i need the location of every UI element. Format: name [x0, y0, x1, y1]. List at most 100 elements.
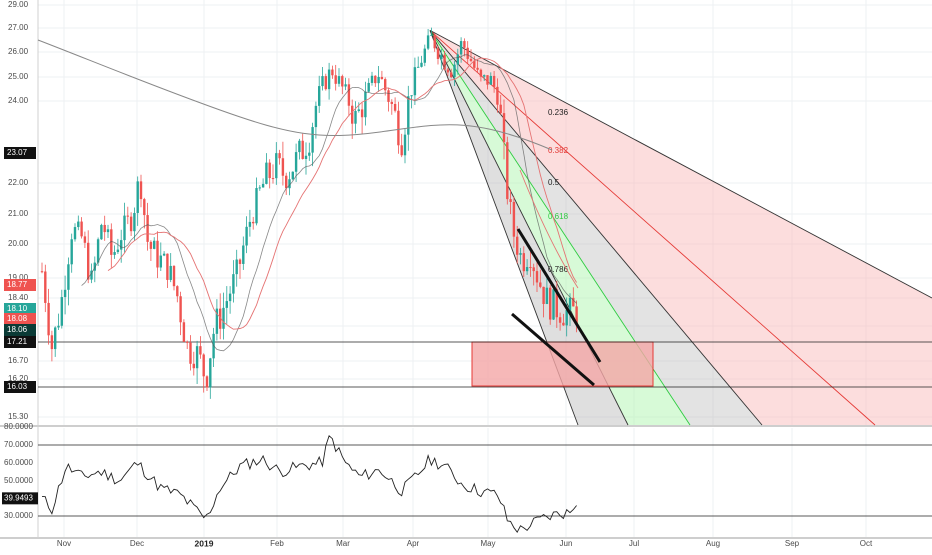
candle-body: [44, 271, 47, 303]
price-axis-tick-label: 26.00: [8, 47, 29, 56]
candle-body: [271, 178, 275, 180]
fib-level-label: 0.5: [548, 178, 560, 187]
candle-body: [143, 199, 146, 216]
candle-body: [149, 241, 153, 249]
price-marker-badge: [4, 147, 36, 159]
candle-body: [364, 91, 367, 118]
fib-fan-line: [429, 30, 932, 299]
candle-body: [380, 76, 384, 80]
price-marker-badge: [4, 336, 36, 348]
price-marker-label: 18.08: [7, 314, 28, 323]
candle-body: [324, 76, 327, 90]
candle-body: [308, 152, 311, 156]
candle-body: [568, 297, 572, 311]
candle-body: [473, 60, 476, 68]
fib-level-label: 0.786: [548, 265, 569, 274]
candle-body: [499, 104, 502, 114]
price-axis-tick-label: 21.00: [8, 209, 29, 218]
moving-average-long: [37, 39, 553, 151]
candle-body: [126, 215, 129, 217]
candle-body: [129, 216, 133, 232]
candle-body: [426, 35, 430, 49]
price-axis-tick-label: 22.00: [8, 178, 29, 187]
rsi-axis-tick-label: 70.0000: [4, 440, 33, 449]
trend-line-upper: [516, 228, 602, 363]
candle-body: [90, 270, 93, 280]
candle-body: [139, 181, 143, 200]
candle-body: [459, 41, 463, 55]
candle-body: [228, 293, 232, 302]
candle-body: [502, 113, 506, 143]
candle-body: [433, 34, 436, 49]
candle-body: [202, 354, 205, 377]
candle-body: [265, 162, 268, 184]
candle-body: [176, 286, 179, 297]
price-marker-label: 18.10: [7, 304, 28, 313]
candle-body: [456, 54, 459, 65]
candle-body: [291, 171, 294, 180]
candle-body: [57, 325, 60, 328]
time-axis-label: May: [480, 539, 495, 548]
candle-body: [156, 240, 159, 268]
candle-body: [529, 267, 532, 269]
candle-body: [558, 317, 562, 323]
time-axis-label: Jul: [629, 539, 639, 548]
candle-body: [255, 188, 258, 224]
candle-body: [417, 66, 420, 68]
candle-body: [219, 308, 222, 329]
candle-body: [232, 274, 235, 294]
candle-body: [261, 183, 265, 188]
candle-body: [199, 346, 202, 355]
price-axis-tick-label: 19.00: [8, 273, 29, 282]
candle-body: [390, 101, 393, 104]
candle-body: [512, 201, 516, 237]
candle-body: [377, 76, 380, 84]
candle-body: [321, 76, 324, 87]
rsi-axis-tick-label: 30.0000: [4, 511, 33, 520]
candle-body: [430, 34, 433, 36]
candle-body: [522, 253, 525, 272]
candle-body: [552, 289, 555, 320]
candle-body: [572, 297, 575, 307]
candle-body: [492, 75, 496, 87]
candle-body: [476, 67, 479, 70]
price-marker-badge: [4, 324, 36, 336]
price-axis-tick-label: 18.40: [8, 293, 29, 302]
candle-body: [195, 346, 199, 369]
candle-body: [258, 187, 261, 189]
price-marker-badge: [4, 381, 36, 393]
price-marker-label: 17.21: [7, 337, 28, 346]
time-axis-label: Feb: [270, 539, 284, 548]
candle-body: [555, 289, 558, 318]
time-axis-label: Mar: [336, 539, 350, 548]
time-axis-label: Dec: [130, 539, 144, 548]
candle-body: [54, 327, 57, 350]
candle-body: [327, 69, 331, 90]
candle-body: [549, 287, 552, 320]
candle-body: [410, 95, 413, 97]
price-axis-tick-label: 24.00: [8, 96, 29, 105]
price-axis-tick-label: 29.00: [8, 0, 29, 9]
candle-body: [539, 282, 542, 287]
support-zone-box: [471, 341, 654, 387]
rsi-axis-tick-label: 50.0000: [4, 476, 33, 485]
candle-body: [565, 310, 568, 326]
time-axis-label: Oct: [860, 539, 873, 548]
fib-fan-zone-red: [430, 30, 932, 426]
candle-body: [278, 153, 281, 159]
candle-body: [351, 105, 354, 124]
candle-body: [496, 86, 499, 105]
price-marker-badge: [4, 313, 36, 325]
candle-body: [166, 253, 169, 280]
candle-body: [252, 221, 255, 224]
candle-body: [360, 109, 364, 118]
fib-level-label: 0.618: [548, 212, 569, 221]
candle-body: [311, 127, 314, 153]
candle-body: [63, 289, 67, 298]
candle-body: [341, 76, 344, 87]
candle-body: [298, 140, 301, 153]
candle-body: [288, 179, 291, 189]
candle-body: [87, 242, 90, 280]
